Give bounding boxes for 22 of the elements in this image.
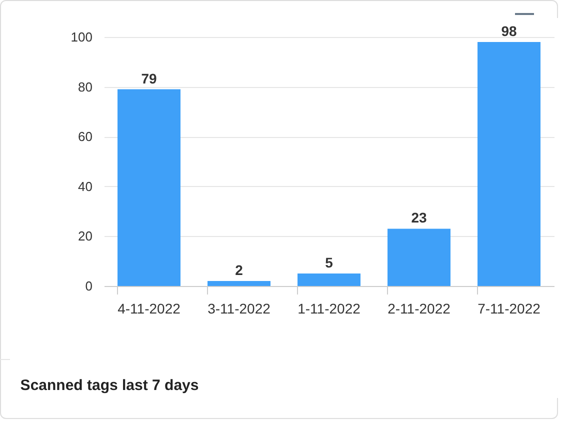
y-tick-label: 80 <box>78 79 92 94</box>
x-tick-label: 4-11-2022 <box>118 300 181 316</box>
y-tick-label: 40 <box>78 178 92 194</box>
x-tick-label: 7-11-2022 <box>478 300 541 316</box>
bar <box>208 281 270 286</box>
data-label: 2 <box>235 262 244 278</box>
bar <box>478 42 540 286</box>
data-label: 23 <box>411 210 427 226</box>
y-tick-label: 20 <box>78 228 92 244</box>
x-tick-label: 1-11-2022 <box>298 300 361 316</box>
y-tick-label: 60 <box>78 129 92 144</box>
data-label: 79 <box>141 70 157 86</box>
text: Scanned tags last 7 days <box>20 377 199 394</box>
y-tick-label: 0 <box>85 278 92 294</box>
x-tick-label: 2-11-2022 <box>388 300 451 316</box>
x-tick-label: 3-11-2022 <box>208 300 271 316</box>
bar <box>118 89 180 286</box>
data-label: 98 <box>501 22 517 39</box>
data-label: 5 <box>325 254 334 271</box>
bar <box>388 228 450 286</box>
y-tick-label: 100 <box>70 30 92 44</box>
bar <box>298 274 360 286</box>
